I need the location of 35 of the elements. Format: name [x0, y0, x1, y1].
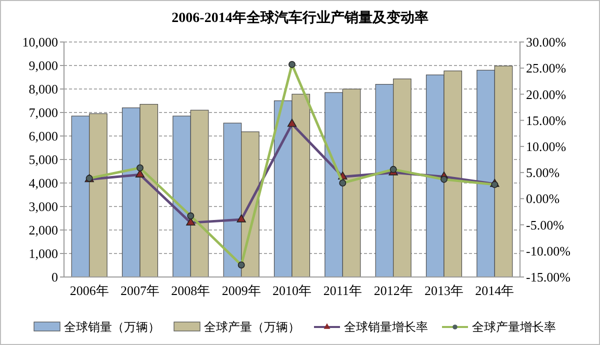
y2-tick-label: 25.00%: [526, 60, 566, 76]
y-tick-label: 10,000: [22, 34, 58, 50]
y-tick-label: 9,000: [28, 58, 58, 74]
legend-label: 全球产量（万辆）: [204, 320, 300, 334]
x-tick-label: 2013年: [424, 283, 464, 298]
y2-tick-label: 5.00%: [526, 165, 560, 180]
y2-tick-label: -10.00%: [526, 243, 571, 258]
y2-tick-label: 10.00%: [526, 138, 566, 154]
x-tick-label: 2010年: [272, 283, 312, 298]
y2-tick-label: 15.00%: [526, 112, 566, 128]
y2-tick-label: 20.00%: [526, 86, 566, 102]
x-tick-label: 2008年: [171, 283, 210, 298]
legend-label: 全球销量（万辆）: [64, 320, 160, 334]
x-tick-label: 2011年: [323, 283, 362, 298]
y-tick-label: 1,000: [28, 246, 58, 262]
y-tick-label: 0: [52, 270, 58, 285]
y-tick-label: 3,000: [28, 199, 58, 214]
chart-title: 2006-2014年全球汽车行业产销量及变动率: [172, 9, 428, 26]
x-tick-label: 2007年: [120, 283, 160, 298]
y-tick-label: 4,000: [28, 176, 58, 191]
legend-label: 全球销量增长率: [344, 320, 428, 334]
x-tick-label: 2006年: [70, 283, 109, 298]
legend-label: 全球产量增长率: [472, 320, 556, 334]
x-tick-label: 2009年: [222, 283, 261, 298]
y-tick-label: 5,000: [28, 152, 58, 168]
y-tick-label: 8,000: [28, 82, 58, 97]
y2-tick-label: -5.00%: [526, 217, 564, 232]
y2-tick-label: 30.00%: [526, 34, 566, 50]
y2-tick-label: -15.00%: [526, 270, 571, 285]
y-tick-label: 6,000: [28, 128, 58, 144]
y-tick-label: 2,000: [28, 222, 58, 238]
x-tick-label: 2014年: [475, 283, 514, 298]
x-tick-label: 2012年: [374, 283, 413, 298]
y2-tick-label: 0.00%: [526, 191, 560, 206]
y-tick-label: 7,000: [28, 105, 58, 120]
